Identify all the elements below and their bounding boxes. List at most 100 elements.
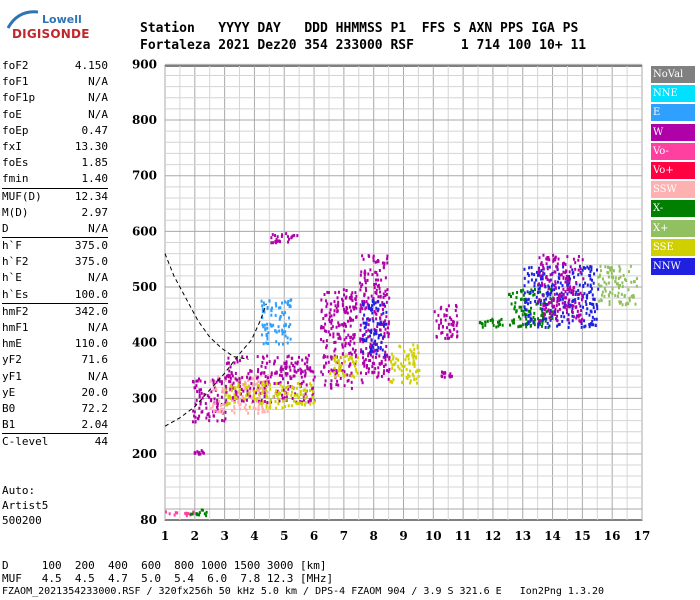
echo-point [228, 402, 231, 406]
echo-point [337, 300, 340, 304]
echo-point [615, 282, 618, 286]
echo-point [553, 284, 556, 288]
echo-point [218, 379, 221, 383]
echo-point [558, 294, 561, 298]
echo-point [269, 375, 272, 379]
echo-point [610, 267, 613, 271]
echo-point [230, 372, 233, 376]
echo-point [574, 292, 577, 296]
echo-point [590, 265, 593, 269]
echo-point [373, 370, 376, 374]
echo-point [310, 384, 313, 388]
echo-point [333, 349, 336, 353]
echo-point [375, 348, 378, 352]
echo-point [382, 295, 385, 299]
echo-point [366, 302, 369, 306]
echo-point [371, 317, 374, 321]
echo-point [512, 318, 515, 322]
echo-point [543, 317, 546, 321]
echo-point [372, 297, 375, 301]
echo-point [498, 321, 501, 325]
echo-point [354, 355, 357, 359]
echo-point [215, 387, 218, 391]
echo-point [381, 307, 384, 311]
echo-point [614, 294, 617, 298]
echo-point [576, 314, 579, 318]
echo-point [205, 514, 208, 518]
echo-point [377, 283, 380, 287]
echo-point [332, 332, 335, 336]
echo-point [391, 352, 394, 356]
echo-point [553, 288, 556, 292]
echo-point [568, 279, 571, 283]
echo-point [261, 410, 264, 414]
echo-point [380, 359, 383, 363]
echo-point [562, 293, 565, 297]
echo-point [540, 299, 543, 303]
echo-point [533, 318, 536, 322]
echo-point [273, 360, 276, 364]
echo-point [333, 309, 336, 313]
echo-point [347, 342, 350, 346]
param-row: MUF(D) 12.34 [2, 187, 108, 205]
echo-point [320, 310, 323, 314]
echo-point [578, 301, 581, 305]
echo-point [362, 340, 365, 344]
echo-point [416, 381, 419, 385]
echo-point [230, 398, 233, 402]
echo-point [359, 273, 362, 277]
echo-point [382, 335, 385, 339]
echo-point [305, 389, 308, 393]
echo-point [418, 368, 421, 372]
echo-point [369, 334, 372, 338]
echo-point [266, 374, 269, 378]
echo-point [345, 310, 348, 314]
echo-point [300, 381, 303, 385]
echo-point [377, 259, 380, 263]
echo-point [375, 329, 378, 333]
echo-point [280, 388, 283, 392]
echo-point [233, 404, 236, 408]
echo-point [234, 371, 237, 375]
echo-point [596, 268, 599, 272]
echo-point [274, 233, 277, 237]
echo-point [351, 347, 354, 351]
echo-point [537, 268, 540, 272]
echo-point [630, 294, 633, 298]
echo-point [542, 271, 545, 275]
echo-point [210, 399, 213, 403]
echo-point [568, 321, 571, 325]
echo-point [306, 364, 309, 368]
echo-point [537, 325, 540, 329]
echo-point [589, 265, 592, 269]
echo-point [326, 355, 329, 359]
echo-point [547, 284, 550, 288]
echo-point [539, 284, 542, 288]
x-tick-label: 17 [634, 529, 651, 543]
echo-point [618, 286, 621, 290]
echo-point [185, 514, 188, 518]
echo-point [236, 360, 239, 364]
echo-point [258, 395, 261, 399]
echo-point [568, 290, 571, 294]
echo-point [554, 255, 557, 259]
echo-point [395, 357, 398, 361]
logo-bottom-text: DIGISONDE [12, 27, 90, 41]
echo-point [323, 383, 326, 387]
echo-point [567, 325, 570, 329]
echo-point [280, 234, 283, 238]
echo-point [251, 397, 254, 401]
echo-point [262, 301, 265, 305]
echo-point [345, 295, 348, 299]
echo-point [304, 401, 307, 405]
param-row: yF1 N/A [2, 369, 108, 385]
echo-point [291, 396, 294, 400]
echo-point [263, 391, 266, 395]
digisonde-logo: Lowell DIGISONDE [4, 8, 104, 42]
echo-point [616, 282, 619, 286]
echo-point [588, 313, 591, 317]
echo-point [354, 348, 357, 352]
echo-point [600, 284, 603, 288]
echo-point [364, 281, 367, 285]
echo-point [353, 341, 356, 345]
